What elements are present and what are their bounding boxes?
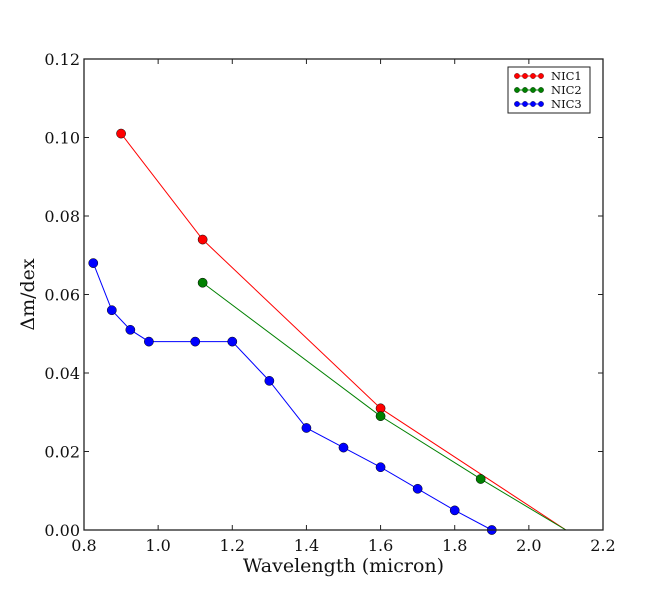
- series-line: [202, 282, 567, 531]
- x-tick-label: 2.2: [590, 536, 615, 555]
- y-tick-label: 0.12: [44, 50, 80, 69]
- series-line: [92, 262, 493, 531]
- y-tick-label: 0.04: [44, 364, 80, 383]
- data-point: [116, 128, 126, 139]
- x-tick-label: 1.2: [220, 536, 245, 555]
- x-tick-label: 1.6: [368, 536, 393, 555]
- series-nic1: [116, 128, 567, 531]
- y-tick-label: 0.00: [44, 521, 80, 540]
- data-point: [475, 474, 486, 484]
- data-point: [264, 376, 275, 386]
- legend-item-nic1: NIC1: [514, 69, 582, 83]
- y-tick-label: 0.10: [44, 129, 80, 148]
- legend-label: NIC2: [551, 83, 582, 97]
- data-point: [338, 442, 349, 453]
- legend-label: NIC1: [551, 69, 582, 83]
- x-tick-label: 1.0: [145, 536, 170, 555]
- data-point: [88, 258, 99, 268]
- x-tick-label: 2.0: [516, 536, 541, 555]
- y-tick-label: 0.02: [44, 443, 80, 462]
- y-tick-label: 0.06: [44, 286, 80, 305]
- legend-item-nic3: NIC3: [514, 97, 582, 111]
- data-point: [197, 234, 208, 245]
- series-nic3: [88, 258, 497, 535]
- legend-label: NIC3: [551, 97, 582, 111]
- data-point: [106, 305, 117, 316]
- data-point: [190, 336, 201, 347]
- data-point: [449, 505, 460, 516]
- x-tick-label: 1.4: [294, 536, 319, 555]
- x-tick-label: 0.8: [71, 536, 96, 555]
- data-layer: [88, 128, 567, 535]
- legend-item-nic2: NIC2: [514, 83, 582, 97]
- data-point: [197, 277, 208, 288]
- data-point: [301, 423, 312, 433]
- data-point: [412, 483, 423, 494]
- y-tick-label: 0.08: [44, 207, 80, 226]
- data-point: [227, 336, 238, 347]
- x-axis-label: Wavelength (micron): [243, 555, 444, 577]
- x-tick-label: 1.8: [442, 536, 467, 555]
- series-nic2: [197, 277, 567, 531]
- data-point: [125, 324, 136, 335]
- plot-frame: [83, 58, 604, 531]
- data-point: [144, 336, 154, 347]
- data-point: [375, 462, 386, 473]
- y-axis-label: Δm/dex: [17, 258, 39, 331]
- ticks-layer: 0.8 1.0 1.2 1.4 1.6 1.8 2.0 2.2 0.00 0.02 0.04 0.06…: [44, 50, 615, 555]
- data-point: [375, 411, 386, 422]
- series-line: [120, 133, 567, 531]
